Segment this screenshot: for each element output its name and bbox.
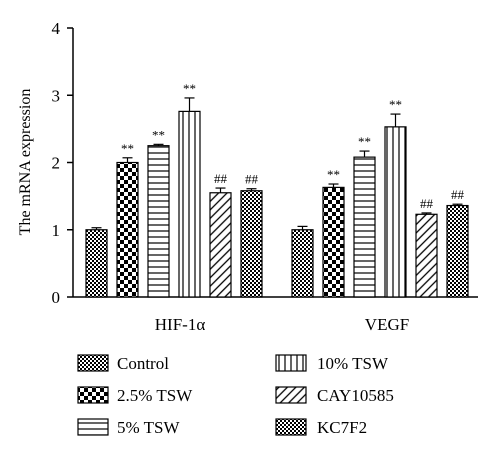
bar (353, 156, 376, 298)
y-tick-label: 4 (52, 19, 61, 38)
category-labels: HIF-1α VEGF (155, 315, 409, 334)
bar (116, 161, 139, 298)
legend-swatch (275, 418, 307, 436)
significance-label: ** (389, 97, 402, 112)
y-tick-label: 3 (52, 86, 61, 105)
bars-group: ** ** ** ## ## ** ** ** ## ## (85, 81, 469, 298)
significance-label: ** (358, 134, 371, 149)
significance-label: ** (183, 81, 196, 96)
legend-label: KC7F2 (317, 418, 367, 437)
significance-label: ** (327, 167, 340, 182)
bar (446, 204, 469, 298)
legend-label: 10% TSW (317, 354, 389, 373)
significance-label: ** (152, 127, 165, 142)
legend-label: Control (117, 354, 169, 373)
legend-label: 2.5% TSW (117, 386, 193, 405)
y-tick-label: 2 (52, 154, 61, 173)
bar (384, 126, 407, 298)
significance-label: ** (121, 141, 134, 156)
significance-label: ## (420, 196, 434, 211)
y-tick-label: 0 (52, 288, 61, 307)
bar (415, 213, 438, 298)
legend-swatch (77, 354, 109, 372)
legend-label: CAY10585 (317, 386, 394, 405)
significance-label: ## (245, 172, 259, 187)
legend-swatch (77, 418, 109, 436)
y-axis-ticks: 0 1 2 3 4 (52, 19, 73, 307)
bar (291, 229, 314, 298)
legend-swatch (275, 354, 307, 372)
category-label: VEGF (365, 315, 409, 334)
significance-label: ## (451, 187, 465, 202)
bar (178, 110, 201, 298)
bar (85, 229, 108, 298)
bar (147, 145, 170, 298)
legend-swatch (77, 386, 109, 404)
legend: Control 2.5% TSW 5% TSW 10% TSW CAY10585 KC7F… (77, 354, 394, 437)
y-axis-label: The mRNA expression (17, 89, 34, 236)
bar (209, 192, 232, 298)
legend-swatch (275, 386, 307, 404)
significance-label: ## (214, 171, 228, 186)
y-tick-label: 1 (52, 221, 61, 240)
bar (322, 186, 345, 298)
legend-label: 5% TSW (117, 418, 180, 437)
category-label: HIF-1α (155, 315, 206, 334)
bar (240, 190, 263, 298)
